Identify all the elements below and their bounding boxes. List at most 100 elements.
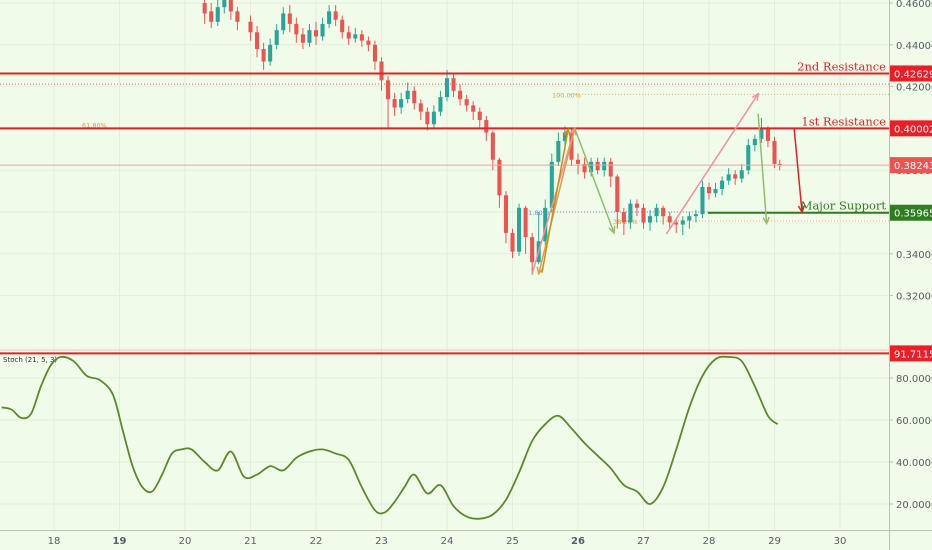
candle-body: [634, 203, 639, 208]
candle-body: [405, 90, 410, 100]
pattern-arrowhead: [563, 127, 571, 137]
candle-body: [772, 140, 777, 164]
candle-body: [667, 216, 672, 223]
pattern-arrowhead: [608, 225, 616, 235]
candle-body: [235, 11, 240, 22]
candle-body: [595, 161, 600, 171]
candle-body: [608, 161, 613, 177]
candle-body: [562, 132, 567, 141]
x-tick-label: 18: [48, 536, 61, 547]
candle-body: [648, 216, 653, 223]
x-tick-label: 21: [244, 536, 257, 547]
level-major-support-label: Major Support: [801, 199, 887, 213]
fib-618-mid-label: 61.80%: [524, 209, 549, 217]
candle-body: [628, 203, 633, 223]
candle-body: [517, 207, 522, 252]
candle-body: [582, 163, 587, 173]
candle-body: [287, 13, 292, 24]
candle-body: [281, 13, 286, 31]
pattern-arrowhead: [751, 92, 760, 101]
candle-body: [503, 195, 508, 233]
candle-body: [320, 23, 325, 37]
candle-body: [706, 186, 712, 194]
stoch-title: Stoch (21, 5, 3): [3, 356, 57, 364]
candle-body: [556, 140, 561, 162]
candle-body: [523, 207, 528, 238]
pattern-arrow: [793, 128, 803, 213]
fib-100-label: 100.00%: [552, 91, 581, 99]
last-price-value: 0.38243: [894, 161, 932, 172]
candle-body: [438, 97, 443, 112]
candle-body: [366, 40, 371, 45]
candle-body: [739, 170, 744, 179]
x-tick-label: 26: [571, 536, 585, 547]
candle-body: [458, 90, 463, 100]
candle-body: [687, 216, 692, 221]
x-tick-label: 30: [834, 536, 847, 547]
candle-body: [431, 111, 436, 125]
candle-body: [674, 222, 679, 225]
level-2nd-resistance-value: 0.42629: [894, 69, 932, 80]
candle-body: [215, 7, 220, 22]
candle-body: [777, 163, 782, 166]
candle-body: [313, 30, 319, 37]
fib-618-left-label: 61.80%: [82, 121, 107, 129]
x-tick-label: 20: [179, 536, 192, 547]
candle-body: [621, 212, 626, 223]
candle-body: [680, 220, 685, 225]
candle-body: [268, 44, 273, 62]
x-tick-label: 24: [441, 536, 454, 547]
pattern-arrows: [531, 92, 806, 276]
candle-body: [255, 32, 260, 49]
candle-body: [353, 34, 358, 39]
level-labels: 0.42629 0.40002 0.38243 0.35965 91.7115 2nd R…: [797, 59, 932, 362]
candle-body: [327, 11, 332, 24]
candle-body: [654, 207, 659, 217]
pattern-arrowhead: [797, 205, 806, 214]
candle-body: [386, 80, 391, 100]
candle-body: [602, 161, 607, 171]
candle-body: [471, 105, 476, 112]
last-price-value-bg: [890, 157, 932, 174]
pattern-arrowhead: [762, 216, 770, 226]
candle-body: [222, 0, 227, 8]
candle-body: [510, 232, 515, 252]
x-tick-label: 19: [113, 536, 127, 547]
candle-body: [746, 145, 751, 171]
candle-body: [615, 176, 620, 212]
candle-body: [202, 3, 207, 14]
x-tick-label: 29: [768, 536, 781, 547]
candle-body: [333, 11, 338, 20]
x-tick-label: 23: [375, 536, 388, 547]
candle-body: [549, 161, 554, 208]
candle-body: [261, 48, 266, 62]
x-tick-label: 25: [506, 536, 519, 547]
candle-body: [569, 132, 574, 160]
candle-body: [399, 99, 404, 108]
stoch-tick-label: 40.0000: [896, 458, 932, 469]
candle-body: [379, 61, 384, 81]
candle-body: [543, 207, 548, 242]
candle-body: [451, 78, 456, 91]
candle-body: [700, 186, 705, 215]
candle-body: [209, 11, 214, 22]
candle-body: [733, 174, 738, 179]
candle-body: [340, 19, 345, 33]
stoch-tick-label: 60.0000: [896, 416, 932, 427]
level-2nd-resistance-label: 2nd Resistance: [797, 59, 886, 73]
candle-body: [248, 21, 253, 33]
x-tick-label: 28: [703, 536, 716, 547]
pattern-arrow: [537, 128, 576, 274]
pattern-arrow: [531, 128, 576, 274]
candle-body: [444, 78, 450, 98]
candle-body: [490, 132, 495, 160]
level-1st-resistance-value-bg: [890, 120, 932, 137]
pattern-arrow: [665, 93, 759, 235]
candle-body: [726, 174, 731, 181]
candle-body: [418, 103, 423, 112]
